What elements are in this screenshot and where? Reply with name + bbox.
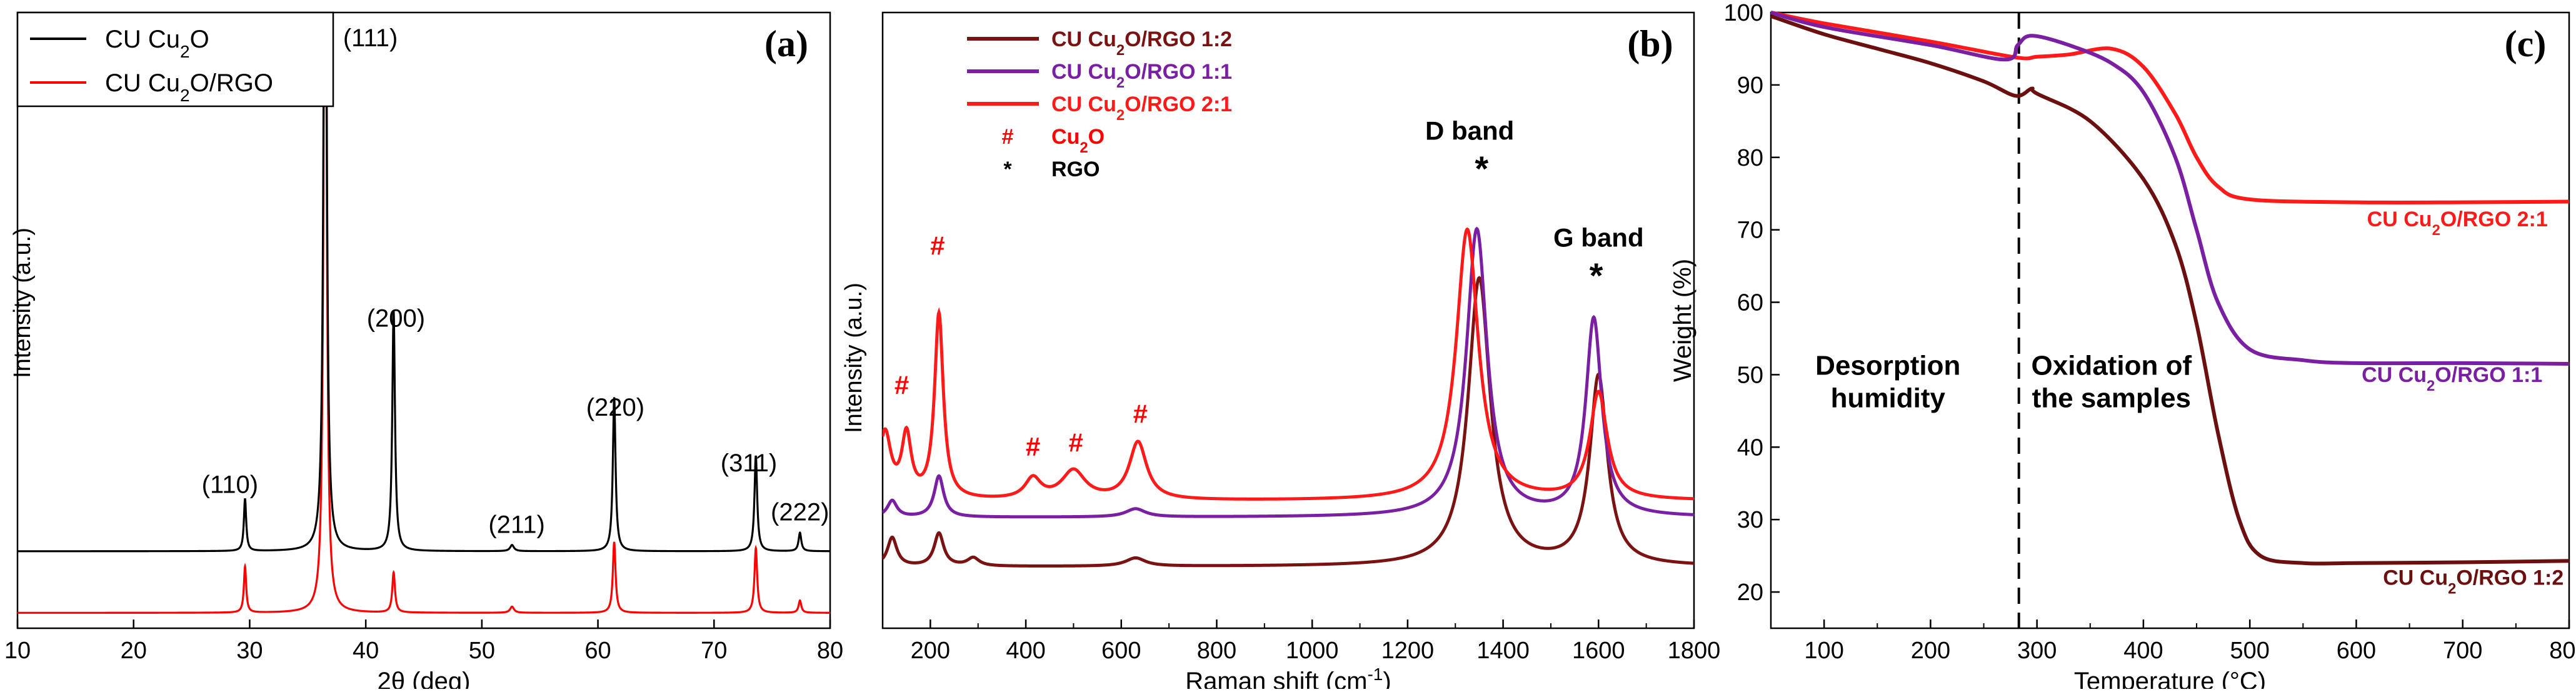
legend: CU Cu2O/RGO 1:2CU Cu2O/RGO 1:1CU Cu2O/RG… xyxy=(967,28,1232,181)
legend: CU Cu2O CU Cu2O/RGO xyxy=(16,11,334,108)
region-label: Desorption xyxy=(1815,350,1960,381)
y-tick-label: 50 xyxy=(1737,362,1763,388)
band-label: G band xyxy=(1553,223,1644,252)
legend-label: Cu2O xyxy=(1051,125,1105,156)
x-tick-label: 10 xyxy=(4,638,31,664)
legend-label: CU Cu2O/RGO 1:1 xyxy=(1051,60,1232,91)
x-tick-label: 500 xyxy=(2230,638,2269,664)
x-tick-label: 300 xyxy=(2017,638,2057,664)
x-axis-label: 2θ (deg) xyxy=(378,668,471,689)
x-tick-label: 1200 xyxy=(1381,638,1435,664)
y-tick-label: 100 xyxy=(1724,0,1763,26)
legend-symbol: * xyxy=(1003,158,1012,181)
x-tick-label: 1600 xyxy=(1572,638,1625,664)
legend-label: RGO xyxy=(1051,158,1100,181)
legend-label: CU Cu2O xyxy=(105,26,209,61)
region-label: humidity xyxy=(1831,383,1946,413)
band-label: D band xyxy=(1425,116,1514,146)
rgo-marker: * xyxy=(1590,256,1603,295)
panel-c: 100 200 300 400 500 600 700 800 20 30 40 50 60 70 80 90… xyxy=(1669,0,2576,692)
y-axis-label: Intensity (a.u.) xyxy=(841,283,867,433)
cu2o-marker: # xyxy=(1026,432,1040,461)
region-label: the samples xyxy=(2032,383,2191,413)
legend-box xyxy=(16,11,334,108)
x-tick-label: 80 xyxy=(817,638,843,664)
panel-a: 10 20 30 40 50 60 70 80 2θ (deg) (a) Intensity (a.… xyxy=(4,11,843,692)
peak-label: (211) xyxy=(488,511,544,538)
plot-frame xyxy=(881,11,1695,629)
panel-label: (b) xyxy=(1627,23,1673,64)
x-axis-label: Raman shift (cm-1) xyxy=(1185,664,1391,689)
x-tick-label: 40 xyxy=(353,638,379,664)
panel-b: 200 400 600 800 1000 1200 1400 1600 1800 Raman sh… xyxy=(841,11,1721,692)
peak-label: (220) xyxy=(586,394,644,421)
peak-label: (200) xyxy=(367,304,425,332)
series-label: CU Cu2O/RGO 2:1 xyxy=(2367,208,2548,239)
plot-frame xyxy=(1770,11,2570,629)
series-line xyxy=(1770,14,2570,566)
x-tick-label: 200 xyxy=(1911,638,1950,664)
x-tick-label: 800 xyxy=(2549,638,2576,664)
x-axis-label: Temperature (°C) xyxy=(2074,668,2266,689)
rgo-marker: * xyxy=(1475,149,1488,188)
panel-label: (a) xyxy=(764,23,808,64)
peak-label: (111) xyxy=(343,24,398,52)
series-line xyxy=(1770,11,2570,205)
legend-label: CU Cu2O/RGO 2:1 xyxy=(1051,93,1232,124)
y-tick-label: 60 xyxy=(1737,290,1763,316)
y-tick-label: 90 xyxy=(1737,73,1763,99)
x-tick-label: 60 xyxy=(584,638,611,664)
series-line xyxy=(18,13,830,553)
series-label: CU Cu2O/RGO 1:1 xyxy=(2362,363,2542,394)
cu2o-marker: # xyxy=(1133,399,1148,429)
legend-symbol: # xyxy=(1002,125,1014,149)
x-tick-label: 600 xyxy=(2337,638,2376,664)
x-tick-label: 600 xyxy=(1101,638,1141,664)
x-tick-label: 400 xyxy=(1006,638,1045,664)
y-tick-label: 20 xyxy=(1737,579,1763,606)
peak-label: (222) xyxy=(771,499,829,526)
x-tick-label: 20 xyxy=(121,638,147,664)
y-tick-label: 80 xyxy=(1737,145,1763,171)
x-tick-label: 1400 xyxy=(1476,638,1530,664)
cu2o-marker: # xyxy=(895,371,909,400)
x-tick-label: 100 xyxy=(1804,638,1843,664)
series-line xyxy=(883,226,1694,519)
panel-label: (c) xyxy=(2505,23,2547,64)
x-tick-label: 400 xyxy=(2123,638,2163,664)
series-line xyxy=(1770,11,2570,366)
legend-label: CU Cu2O/RGO 1:2 xyxy=(1051,28,1232,59)
y-tick-label: 30 xyxy=(1737,507,1763,533)
series-line xyxy=(18,13,830,614)
series-label: CU Cu2O/RGO 1:2 xyxy=(2383,566,2563,597)
y-tick-label: 40 xyxy=(1737,434,1763,461)
cu2o-marker: # xyxy=(930,231,945,260)
region-label: Oxidation of xyxy=(2032,350,2192,381)
series-line xyxy=(883,227,1694,501)
cu2o-marker: # xyxy=(1069,428,1083,458)
x-tick-label: 700 xyxy=(2443,638,2482,664)
x-tick-label: 1800 xyxy=(1668,638,1721,664)
plot-frame xyxy=(16,11,831,629)
x-tick-label: 200 xyxy=(911,638,950,664)
x-tick-label: 30 xyxy=(236,638,263,664)
y-axis-label: Weight (%) xyxy=(1669,259,1696,382)
x-tick-label: 50 xyxy=(469,638,495,664)
x-tick-label: 1000 xyxy=(1286,638,1339,664)
legend-label: CU Cu2O/RGO xyxy=(105,69,273,105)
x-tick-label: 800 xyxy=(1197,638,1236,664)
peak-label: (110) xyxy=(202,471,258,498)
series-line xyxy=(883,276,1694,568)
y-tick-label: 70 xyxy=(1737,218,1763,244)
y-axis-label: Intensity (a.u.) xyxy=(9,228,36,378)
x-tick-label: 70 xyxy=(701,638,727,664)
peak-label: (311) xyxy=(721,449,777,477)
